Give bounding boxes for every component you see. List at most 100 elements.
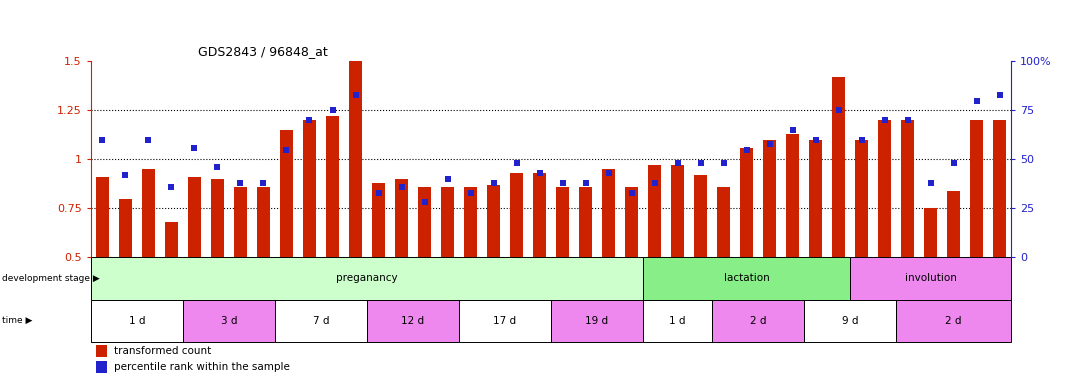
Bar (367, 300, 459, 342)
Text: 2 d: 2 d (750, 316, 766, 326)
Point (646, 180, 663, 186)
Bar (211, 179, 224, 257)
Point (853, 137, 870, 143)
Bar (275, 300, 367, 342)
Bar (119, 199, 132, 257)
Bar (763, 140, 776, 257)
Bar (713, 300, 805, 342)
Point (945, 160, 962, 166)
Text: involution: involution (905, 273, 957, 283)
Bar (510, 173, 523, 257)
Text: 3 d: 3 d (220, 316, 238, 326)
Point (370, 190, 387, 196)
Bar (805, 300, 897, 342)
Point (485, 180, 502, 186)
Point (600, 170, 617, 176)
Point (393, 184, 410, 190)
Text: percentile rank within the sample: percentile rank within the sample (113, 362, 290, 372)
Text: preganancy: preganancy (336, 273, 398, 283)
Point (876, 117, 893, 123)
Bar (95, 361, 107, 373)
Bar (303, 120, 316, 257)
Bar (183, 300, 275, 342)
Bar (970, 120, 983, 257)
Point (416, 199, 433, 205)
Bar (487, 185, 500, 257)
Bar (947, 191, 960, 257)
Bar (349, 61, 362, 257)
Point (94, 137, 111, 143)
Bar (643, 257, 851, 300)
Point (140, 137, 157, 143)
Bar (95, 345, 107, 357)
Point (669, 160, 686, 166)
Bar (851, 257, 1011, 300)
Point (692, 160, 709, 166)
Bar (142, 169, 155, 257)
Bar (855, 140, 868, 257)
Point (462, 190, 479, 196)
Point (508, 160, 525, 166)
Bar (372, 183, 385, 257)
Bar (459, 300, 551, 342)
Point (209, 164, 226, 170)
Bar (643, 300, 713, 342)
Point (531, 170, 548, 176)
Bar (234, 187, 247, 257)
Bar (91, 300, 183, 342)
Bar (878, 120, 891, 257)
Point (186, 144, 203, 151)
Bar (280, 130, 293, 257)
Text: transformed count: transformed count (113, 346, 211, 356)
Point (623, 190, 640, 196)
Text: lactation: lactation (723, 273, 769, 283)
Bar (533, 173, 546, 257)
Bar (395, 179, 408, 257)
Point (577, 180, 594, 186)
Bar (786, 134, 799, 257)
Bar (924, 208, 937, 257)
Bar (809, 140, 822, 257)
Point (784, 127, 801, 133)
Point (347, 92, 364, 98)
Point (324, 107, 341, 113)
Point (554, 180, 571, 186)
Bar (602, 169, 615, 257)
Text: 1 d: 1 d (128, 316, 146, 326)
Point (991, 92, 1008, 98)
Bar (91, 257, 643, 300)
Point (922, 180, 939, 186)
Point (738, 146, 755, 152)
Bar (326, 116, 339, 257)
Point (117, 172, 134, 178)
Bar (648, 165, 661, 257)
Text: 2 d: 2 d (946, 316, 962, 326)
Bar (832, 77, 845, 257)
Bar (96, 177, 109, 257)
Bar (740, 147, 753, 257)
Point (807, 137, 824, 143)
Bar (897, 300, 1011, 342)
Bar (901, 120, 914, 257)
Bar (694, 175, 707, 257)
Point (163, 184, 180, 190)
Bar (671, 165, 684, 257)
Bar (717, 187, 730, 257)
Point (715, 160, 732, 166)
Bar (556, 187, 569, 257)
Bar (441, 187, 454, 257)
Text: 19 d: 19 d (585, 316, 609, 326)
Point (761, 141, 778, 147)
Bar (993, 120, 1006, 257)
Bar (625, 187, 638, 257)
Text: 7 d: 7 d (312, 316, 330, 326)
Bar (579, 187, 592, 257)
Point (899, 117, 916, 123)
Bar (418, 187, 431, 257)
Point (301, 117, 318, 123)
Text: 1 d: 1 d (670, 316, 686, 326)
Text: time ▶: time ▶ (2, 316, 32, 325)
Text: 17 d: 17 d (493, 316, 517, 326)
Bar (464, 187, 477, 257)
Point (968, 98, 985, 104)
